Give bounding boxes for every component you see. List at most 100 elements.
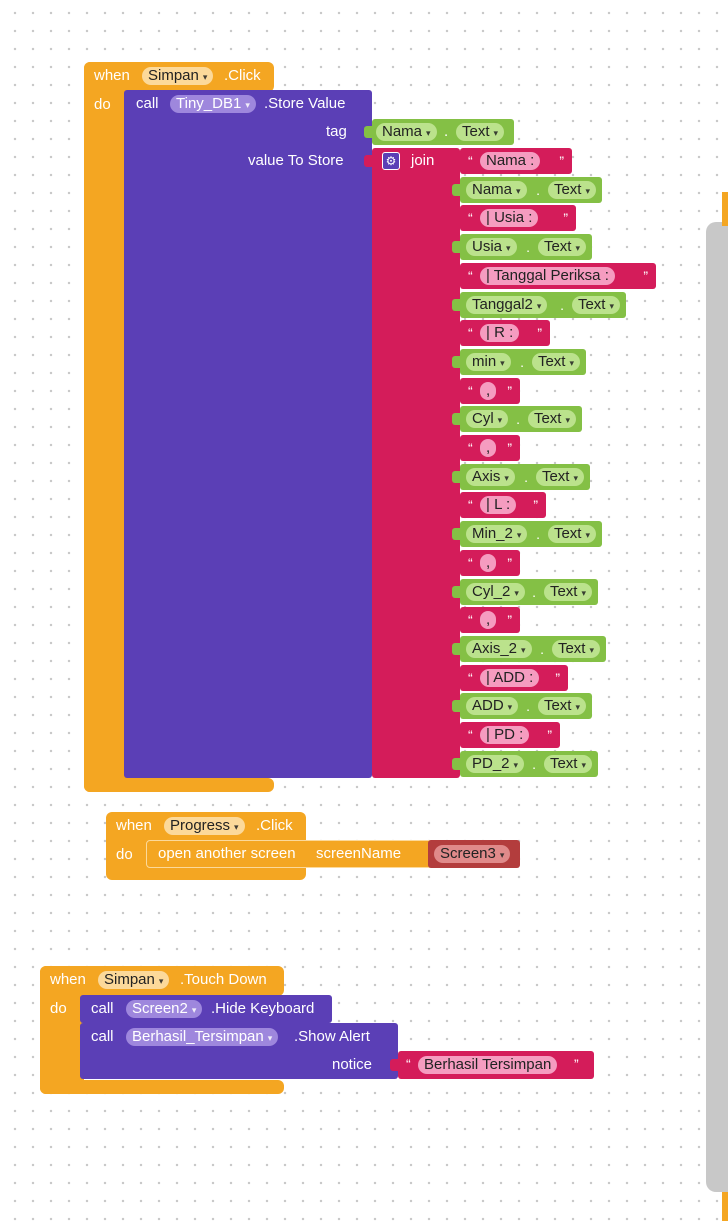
vertical-scrollbar[interactable] bbox=[706, 222, 728, 1192]
component-dropdown[interactable]: Cyl ▾ bbox=[466, 410, 509, 428]
quote-icon: ” bbox=[507, 440, 512, 456]
component-name: Nama bbox=[382, 123, 423, 140]
text-block[interactable]: “, ” bbox=[460, 378, 520, 404]
component-dropdown[interactable]: PD_2 ▾ bbox=[466, 755, 525, 773]
component-getter[interactable]: ADD ▾. Text ▾ bbox=[460, 693, 592, 719]
quote-icon: ” bbox=[507, 612, 512, 628]
property-dropdown[interactable]: Text ▾ bbox=[527, 410, 576, 428]
dot-separator: . bbox=[444, 123, 449, 140]
component-getter[interactable]: Cyl_2 ▾. Text ▾ bbox=[460, 579, 598, 605]
property-dropdown[interactable]: Text ▾ bbox=[537, 697, 586, 715]
caret-down-icon: ▾ bbox=[493, 128, 499, 138]
component-dropdown[interactable]: Tanggal2 ▾ bbox=[466, 296, 548, 314]
component-dropdown-simpan[interactable]: Simpan ▾ bbox=[98, 971, 170, 989]
text-value[interactable]: | ADD : bbox=[480, 669, 540, 687]
connector-tab bbox=[452, 212, 460, 224]
text-value[interactable]: | L : bbox=[480, 496, 517, 514]
component-dropdown[interactable]: Nama ▾ bbox=[466, 181, 527, 199]
component-dropdown-progress[interactable]: Progress ▾ bbox=[164, 817, 245, 835]
component-getter[interactable]: Nama ▾. Text ▾ bbox=[460, 177, 602, 203]
component-dropdown[interactable]: Min_2 ▾ bbox=[466, 525, 528, 543]
call-block-store-value[interactable] bbox=[124, 90, 372, 778]
component-getter[interactable]: Axis ▾. Text ▾ bbox=[460, 464, 590, 490]
component-dropdown[interactable]: Usia ▾ bbox=[466, 238, 517, 256]
text-block[interactable]: “ | R : ” bbox=[460, 320, 550, 346]
text-value[interactable]: | Usia : bbox=[480, 209, 539, 227]
text-block[interactable]: “ | PD : ” bbox=[460, 722, 560, 748]
property-dropdown[interactable]: Text ▾ bbox=[571, 296, 620, 314]
text-value[interactable]: | R : bbox=[480, 324, 520, 342]
text-value[interactable]: | Tanggal Periksa : bbox=[480, 267, 615, 285]
component-getter[interactable]: PD_2 ▾. Text ▾ bbox=[460, 751, 598, 777]
property-dropdown[interactable]: Text ▾ bbox=[547, 525, 596, 543]
screen-name-param-label: screenName bbox=[316, 845, 402, 862]
component-getter[interactable]: min ▾. Text ▾ bbox=[460, 349, 586, 375]
text-block[interactable]: “ Nama : ” bbox=[460, 148, 572, 174]
property-dropdown[interactable]: Text ▾ bbox=[537, 238, 586, 256]
open-screen-block[interactable] bbox=[146, 840, 436, 868]
caret-down-icon: ▾ bbox=[513, 760, 519, 770]
text-block[interactable]: “ | ADD : ” bbox=[460, 665, 568, 691]
component-getter[interactable]: Cyl ▾. Text ▾ bbox=[460, 406, 582, 432]
component-getter[interactable]: Min_2 ▾. Text ▾ bbox=[460, 521, 602, 547]
component-name: Berhasil_Tersimpan bbox=[132, 1028, 264, 1045]
text-block[interactable]: “, ” bbox=[460, 550, 520, 576]
component-getter[interactable]: Tanggal2 ▾. Text ▾ bbox=[460, 292, 626, 318]
component-dropdown[interactable]: Axis_2 ▾ bbox=[466, 640, 532, 658]
caret-down-icon: ▾ bbox=[504, 473, 509, 483]
connector-tab bbox=[452, 586, 460, 598]
text-value[interactable]: , bbox=[480, 554, 497, 572]
text-block[interactable]: “ | Tanggal Periksa : ” bbox=[460, 263, 656, 289]
text-value[interactable]: | PD : bbox=[480, 726, 530, 744]
component-dropdown[interactable]: ADD ▾ bbox=[466, 697, 519, 715]
text-value-notice[interactable]: Berhasil Tersimpan bbox=[418, 1056, 558, 1074]
value-param-label: value To Store bbox=[248, 152, 344, 169]
property-dropdown[interactable]: Text ▾ bbox=[531, 353, 580, 371]
component-dropdown[interactable]: min ▾ bbox=[466, 353, 511, 371]
connector-tab bbox=[452, 471, 460, 483]
text-value[interactable]: , bbox=[480, 439, 497, 457]
text-block[interactable]: “, ” bbox=[460, 607, 520, 633]
component-dropdown-notifier[interactable]: Berhasil_Tersimpan ▾ bbox=[126, 1028, 279, 1046]
component-dropdown[interactable]: Cyl_2 ▾ bbox=[466, 583, 525, 601]
property-dropdown[interactable]: Text ▾ bbox=[543, 583, 592, 601]
property-dropdown[interactable]: Text ▾ bbox=[547, 181, 596, 199]
when-label: when bbox=[116, 817, 152, 834]
component-name: Cyl_2 bbox=[472, 583, 511, 600]
component-getter[interactable]: Axis_2 ▾. Text ▾ bbox=[460, 636, 606, 662]
method-name: .Show Alert bbox=[294, 1028, 370, 1045]
dot-separator: . bbox=[524, 469, 528, 485]
text-value[interactable]: , bbox=[480, 611, 497, 629]
property-dropdown[interactable]: Text ▾ bbox=[535, 468, 584, 486]
component-dropdown-simpan[interactable]: Simpan ▾ bbox=[142, 67, 214, 85]
text-value[interactable]: , bbox=[480, 382, 497, 400]
component-dropdown-screen2[interactable]: Screen2 ▾ bbox=[126, 1000, 203, 1018]
component-dropdown-tag[interactable]: Nama ▾ bbox=[376, 123, 437, 141]
component-dropdown[interactable]: Axis ▾ bbox=[466, 468, 515, 486]
join-block[interactable] bbox=[372, 148, 460, 778]
caret-down-icon: ▾ bbox=[569, 358, 574, 368]
connector-tab bbox=[452, 299, 460, 311]
event-name: .Click bbox=[256, 817, 293, 834]
screen-dropdown[interactable]: Screen3 ▾ bbox=[434, 845, 511, 863]
quote-icon: ” bbox=[555, 670, 560, 686]
text-block[interactable]: “ | L : ” bbox=[460, 492, 546, 518]
gear-icon[interactable]: ⚙ bbox=[382, 152, 400, 170]
property-name: Text bbox=[541, 468, 570, 485]
dot-separator: . bbox=[536, 182, 540, 198]
call-block-hide-keyboard[interactable] bbox=[80, 995, 332, 1023]
component-dropdown-tinydb[interactable]: Tiny_DB1 ▾ bbox=[170, 95, 256, 113]
property-name: Text bbox=[549, 583, 578, 600]
text-block[interactable]: “, ” bbox=[460, 435, 520, 461]
property-dropdown-tag[interactable]: Text ▾ bbox=[456, 123, 505, 141]
text-value[interactable]: Nama : bbox=[480, 152, 541, 170]
text-block[interactable]: “ | Usia : ” bbox=[460, 205, 576, 231]
property-dropdown[interactable]: Text ▾ bbox=[551, 640, 600, 658]
component-getter[interactable]: Usia ▾. Text ▾ bbox=[460, 234, 592, 260]
property-dropdown[interactable]: Text ▾ bbox=[543, 755, 592, 773]
quote-icon: ” bbox=[574, 1056, 579, 1072]
caret-down-icon: ▾ bbox=[245, 100, 250, 110]
caret-down-icon: ▾ bbox=[581, 760, 586, 770]
caret-down-icon: ▾ bbox=[575, 243, 580, 253]
connector-tab bbox=[452, 385, 460, 397]
